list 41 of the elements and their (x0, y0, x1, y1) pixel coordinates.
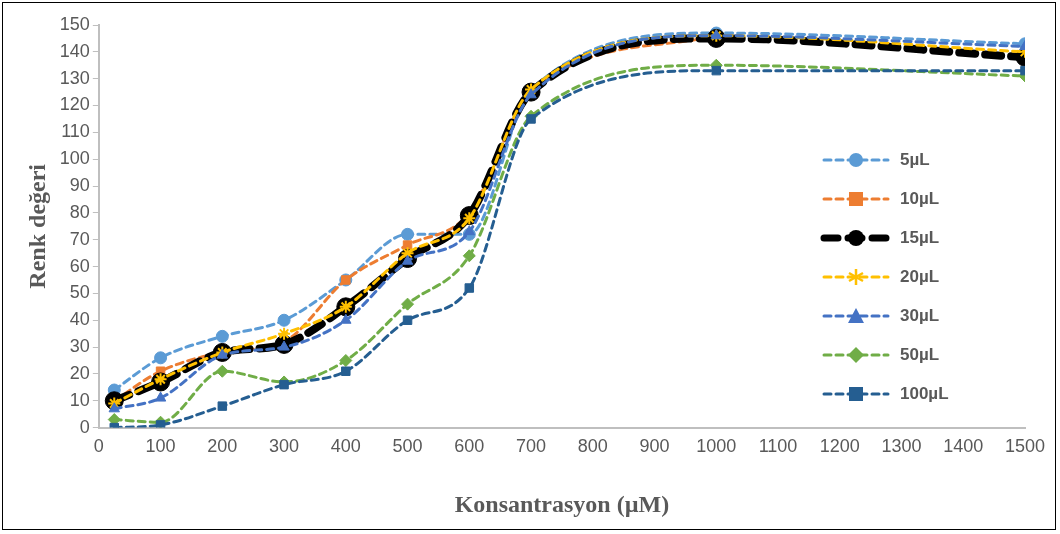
y-tick-label: 30 (69, 336, 90, 357)
x-tick-label: 200 (207, 436, 238, 457)
legend-label: 50µL (900, 344, 940, 365)
y-tick-label: 80 (69, 201, 90, 222)
y-tick-label: 10 (69, 389, 90, 410)
y-tick-label: 40 (69, 309, 90, 330)
y-axis-title: Renk değeri (23, 163, 50, 289)
y-tick-label: 120 (59, 94, 90, 115)
y-tick-label: 70 (69, 228, 90, 249)
legend-label: 5µL (900, 149, 930, 170)
y-tick-label: 90 (69, 175, 90, 196)
y-tick-label: 140 (59, 40, 90, 61)
x-tick-label: 1500 (1004, 436, 1046, 457)
x-tick-label: 1000 (696, 436, 737, 457)
x-tick-label: 300 (269, 436, 300, 457)
legend-label: 15µL (900, 227, 940, 248)
legend-label: 20µL (900, 266, 940, 287)
y-tick-label: 130 (59, 67, 90, 88)
x-tick-label: 500 (392, 436, 423, 457)
x-tick-label: 1100 (758, 436, 798, 457)
x-tick-label: 800 (577, 436, 608, 457)
x-axis-title: Konsantrasyon (µM) (454, 490, 670, 517)
x-tick-label: 1400 (943, 436, 984, 457)
x-tick-label: 700 (516, 436, 547, 457)
legend-label: 30µL (900, 305, 940, 326)
x-tick-label: 400 (330, 436, 361, 457)
y-tick-label: 150 (59, 13, 90, 34)
y-tick-label: 100 (59, 148, 90, 169)
legend-label: 10µL (900, 188, 940, 209)
x-tick-label: 0 (93, 436, 104, 457)
x-tick-label: 900 (639, 436, 670, 457)
x-tick-label: 1200 (819, 436, 860, 457)
y-tick-label: 50 (69, 282, 90, 303)
y-tick-label: 0 (79, 416, 90, 437)
legend-label: 100µL (900, 383, 949, 404)
x-tick-label: 100 (145, 436, 176, 457)
y-tick-label: 60 (69, 255, 90, 276)
y-tick-label: 20 (69, 362, 90, 383)
y-tick-label: 110 (61, 121, 90, 142)
x-tick-label: 1300 (881, 436, 922, 457)
x-tick-label: 600 (454, 436, 485, 457)
